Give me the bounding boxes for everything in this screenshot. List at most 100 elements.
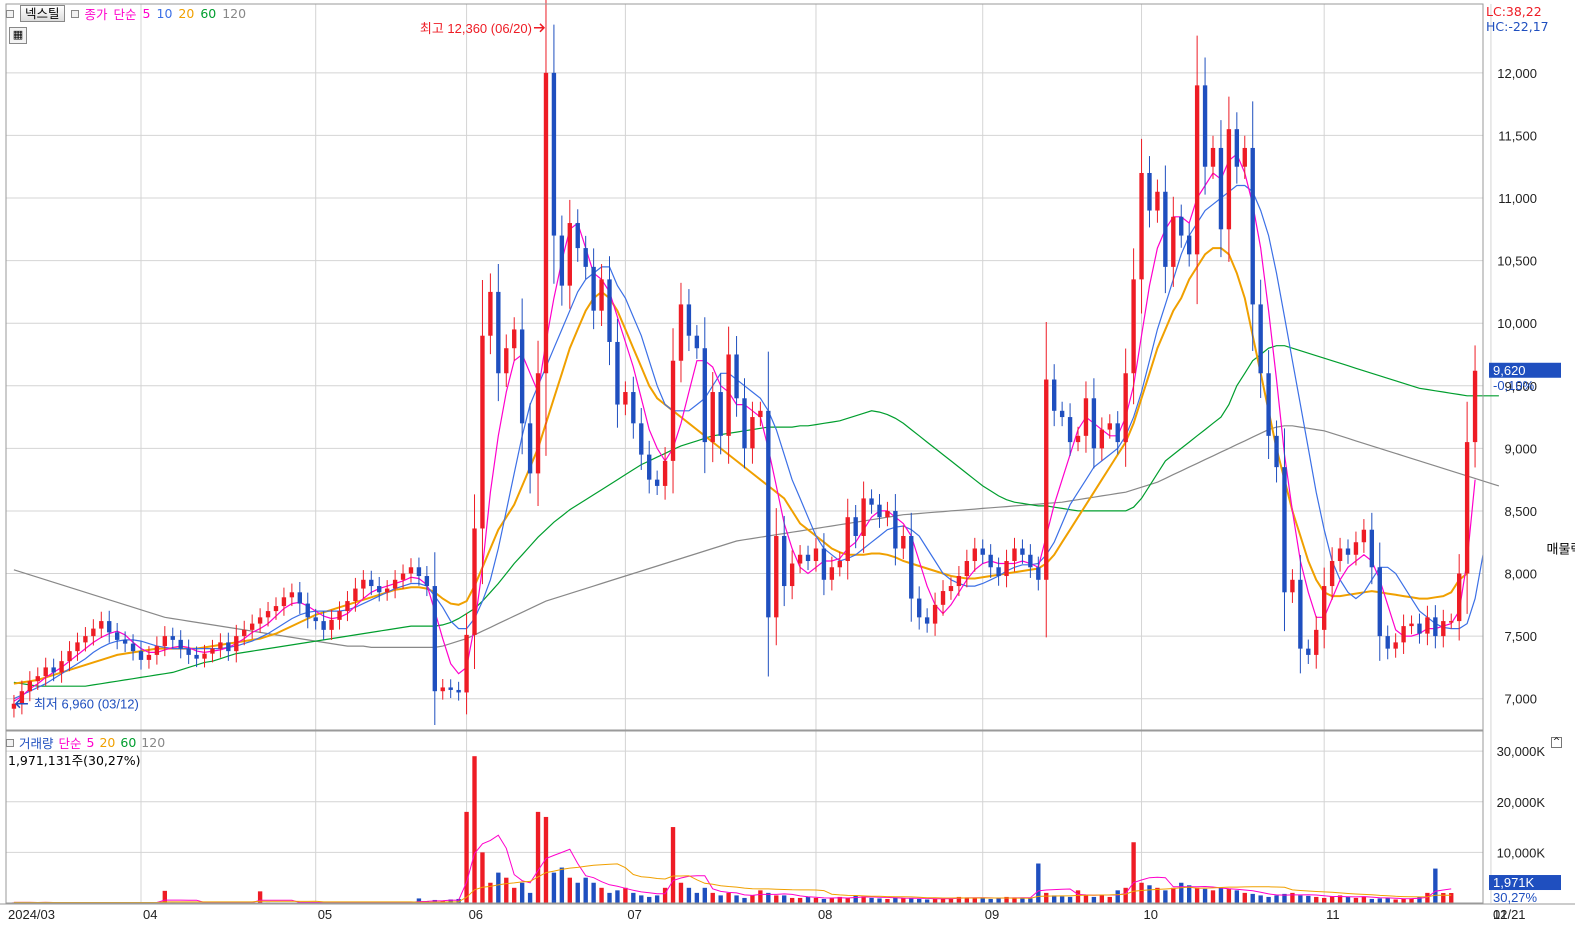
legend-ma10[interactable]: 10 [156,6,173,21]
candle-body [694,335,700,349]
candle-body [496,291,501,374]
expand-icon[interactable]: ^ [1551,737,1562,748]
candle-body [178,639,183,649]
volume-bar [432,899,437,903]
volume-bar [829,898,835,903]
candle-body [1456,573,1462,622]
candle-body [750,417,755,449]
volume-bar [750,895,755,903]
candle-body [353,588,358,602]
legend-volume-ma60[interactable]: 60 [120,735,137,750]
volume-bar [1099,895,1105,903]
volume-bar [1361,896,1367,903]
legend-simple[interactable]: 단순 [113,7,137,22]
volume-bar [1210,890,1216,903]
legend-ma120[interactable]: 120 [222,6,247,21]
candle-body [845,517,850,562]
candle-body [1044,379,1049,580]
candle-body [885,510,890,518]
volume-tick-label: 10,000K [1497,845,1546,860]
legend-volume-ma120[interactable]: 120 [141,735,166,750]
candle-body [297,592,302,604]
candle-body [1147,172,1152,211]
candle-body [67,651,72,662]
volume-bar [877,898,882,903]
volume-bar [535,811,541,903]
volume-bar [940,898,946,903]
candle-body [1067,417,1073,443]
current-price-label: 9,620 [1493,363,1526,378]
candle-body [1218,147,1224,230]
candle-body [130,643,136,652]
candle-body [122,639,128,644]
volume-bar [885,898,890,903]
candle-body [170,636,175,640]
candle-body [1107,423,1112,430]
volume-bar [1147,885,1152,903]
table-grid-icon[interactable]: ▦ [9,27,27,44]
x-tick-label: 01/21 [1493,907,1526,922]
x-tick-label: 05 [318,907,332,922]
volume-bar [805,896,811,903]
volume-bar [1441,893,1446,903]
volume-bar [1052,895,1057,903]
volume-bar [742,897,747,903]
candle-body [893,510,898,549]
candle-body [718,392,723,436]
candle-body [1052,379,1057,411]
volume-bar [512,887,517,903]
candle-body [1266,373,1271,436]
candle-body [551,72,557,236]
candle-body [1155,191,1160,211]
x-tick-label: 2024/03 [8,907,55,922]
candle-body [1242,147,1247,167]
volume-bar [678,882,684,903]
legend-ma5[interactable]: 5 [142,6,151,21]
price-tick-label: 11,500 [1498,128,1537,143]
candle-body [607,279,612,342]
candle-body [1385,636,1390,649]
lc-label: LC:38,22 [1486,4,1542,19]
volume-bar [1314,896,1319,903]
volume-bar [1067,896,1073,903]
candle-body [1409,623,1414,627]
candle-body [980,548,985,555]
candle-body [917,598,922,618]
candle-body [1258,304,1263,374]
axes: 7,000 7,500 8,000 8,500 9,000 9,500 10,000 10,5… [0,3,1575,922]
volume-panel-frame [5,730,1484,904]
candle-body [1441,621,1446,637]
price-legend: 넥스틸 종가 단순 5 10 20 60 120 [6,4,246,23]
x-tick-label: 06 [469,907,483,922]
volume-summary: 1,971,131주(30,27%) [8,750,141,769]
volume-bar [416,898,422,903]
volume-bar [1218,887,1224,903]
candle-body [1433,617,1438,637]
candle-body [321,621,326,630]
legend-ma20[interactable]: 20 [178,6,195,21]
candle-body [1091,398,1097,449]
candle-body [821,548,827,580]
candle-body [91,628,96,637]
current-volume-ratio: 30,27% [1493,890,1538,905]
stock-name-button[interactable]: 넥스틸 [20,5,65,22]
candle-body [1131,279,1136,374]
candle-body [392,579,398,589]
volume-bar [1401,898,1406,903]
volume-bar [726,892,731,903]
legend-volume-ma20[interactable]: 20 [99,735,116,750]
candle-body [377,586,382,593]
legend-volume-simple[interactable]: 단순 [58,736,82,751]
legend-volume-ma5[interactable]: 5 [86,735,95,750]
legend-volume[interactable]: 거래량 [19,736,54,751]
candle-body [400,573,406,580]
ma60-line [13,345,1499,687]
candle-body [1464,442,1470,574]
legend-ma60[interactable]: 60 [200,6,217,21]
volume-bar [1425,892,1430,903]
candle-body [805,554,811,562]
candle-body [194,654,199,659]
candle-body [678,304,684,361]
legend-close[interactable]: 종가 [84,7,108,22]
volume-bar [1377,898,1382,903]
